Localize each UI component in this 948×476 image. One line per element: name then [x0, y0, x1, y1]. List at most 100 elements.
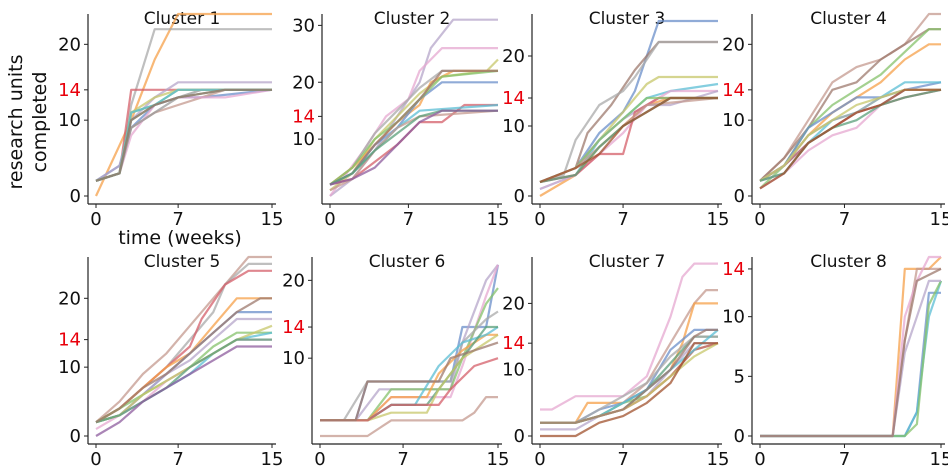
subplot-title: Cluster 5 [144, 252, 221, 272]
series-line-9 [759, 88, 942, 182]
y-tick-label: 30 [292, 15, 315, 36]
series-line-6 [759, 81, 941, 182]
series-line-11 [95, 338, 272, 424]
x-tick-label: 0 [534, 209, 545, 230]
subplot-title: Cluster 8 [810, 252, 887, 272]
subplot-title: Cluster 7 [589, 252, 666, 272]
series-line-1 [95, 255, 272, 424]
subplot-8: Cluster 8 0 7 15 0 5 10 14 [722, 252, 948, 470]
series-line-11 [320, 341, 499, 422]
series-line-8 [329, 103, 499, 186]
y-tick-label: 10 [58, 357, 81, 378]
series-line-10 [759, 88, 941, 182]
series-line-13 [95, 345, 272, 437]
x-tick-label: 15 [487, 449, 510, 470]
series-line-8 [759, 88, 941, 182]
series-line-8 [540, 342, 718, 431]
series-line-13 [95, 88, 272, 182]
subplot-title: Cluster 2 [374, 9, 451, 29]
series-line-13 [329, 109, 498, 186]
x-tick-label: 7 [397, 449, 408, 470]
series-line-1 [540, 262, 718, 411]
series-line-5 [759, 81, 942, 182]
series-line-2 [759, 28, 941, 182]
y-tick-label: 0 [514, 186, 525, 207]
series-line-12 [329, 109, 498, 186]
subplot-title: Cluster 3 [589, 9, 666, 29]
y-tick-label: 10 [282, 348, 305, 369]
series-line-8 [760, 267, 942, 438]
x-tick-label: 0 [754, 209, 765, 230]
y-tick-label: 10 [502, 360, 525, 381]
y-tick-label: 20 [58, 34, 81, 55]
series-line-7 [329, 103, 498, 186]
series-line-13 [759, 88, 941, 190]
y-tick-label: 0 [734, 186, 745, 207]
y-tick-label: 20 [502, 293, 525, 314]
y-tick-label: 14 [58, 80, 81, 101]
subplot-title: Cluster 4 [810, 9, 887, 29]
subplot-4: Cluster 4 0 7 15 0 10 14 20 [722, 9, 948, 230]
y-tick-label: 20 [292, 72, 315, 93]
series-line-4 [760, 291, 941, 438]
ylabel-line-2: completed [29, 72, 51, 173]
series-line-12 [759, 88, 942, 182]
x-tick-label: 15 [707, 209, 730, 230]
y-tick-label: 10 [502, 116, 525, 137]
y-tick-label: 10 [722, 110, 745, 131]
series-line-12 [95, 297, 272, 424]
series-line-13 [539, 96, 718, 184]
y-tick-label: 14 [292, 106, 315, 127]
y-tick-label: 20 [282, 270, 305, 291]
series-line-4 [320, 287, 499, 422]
y-tick-label: 0 [734, 426, 745, 447]
series-line-7 [540, 342, 719, 424]
series-line-5 [760, 280, 943, 438]
y-tick-label: 5 [734, 366, 745, 387]
x-tick-label: 7 [617, 449, 628, 470]
subplot-7: Cluster 7 0 7 15 0 10 14 20 [502, 252, 729, 470]
series-line-3 [539, 40, 718, 184]
x-tick-label: 15 [261, 449, 284, 470]
x-tick-label: 7 [839, 209, 850, 230]
y-tick-label: 14 [282, 317, 305, 338]
x-tick-label: 7 [172, 449, 183, 470]
x-tick-label: 0 [90, 209, 101, 230]
series-line-1 [759, 12, 941, 182]
x-tick-label: 15 [487, 209, 510, 230]
x-tick-label: 15 [707, 449, 730, 470]
x-tick-label: 7 [839, 449, 850, 470]
series-line-4 [95, 297, 272, 424]
subplot-1: Cluster 1 0 7 15 0 10 14 20 [58, 9, 283, 230]
series-line-13 [540, 342, 718, 438]
x-tick-label: 0 [324, 209, 335, 230]
series-line-6 [760, 280, 942, 438]
y-tick-label: 14 [722, 80, 745, 101]
series-line-4 [540, 328, 718, 424]
series-line-9 [540, 342, 719, 424]
x-tick-label: 7 [403, 209, 414, 230]
subplot-title: Cluster 6 [369, 252, 446, 272]
x-tick-label: 0 [90, 449, 101, 470]
series-line-7 [760, 279, 941, 438]
y-tick-label: 0 [70, 426, 81, 447]
x-tick-label: 15 [930, 449, 948, 470]
y-tick-label: 14 [502, 88, 525, 109]
x-tick-label: 7 [172, 209, 183, 230]
y-tick-label: 14 [722, 259, 745, 280]
subplot-5: Cluster 5 0 7 15 0 10 14 20 [58, 252, 283, 470]
x-tick-label: 0 [754, 449, 765, 470]
y-tick-label: 20 [58, 288, 81, 309]
y-tick-label: 14 [502, 333, 525, 354]
subplot-6: Cluster 6 0 7 15 10 14 20 [282, 252, 509, 470]
series-line-12 [320, 396, 498, 438]
x-tick-label: 0 [314, 449, 325, 470]
series-line-12 [540, 328, 718, 424]
x-tick-label: 15 [261, 209, 284, 230]
series-line-2 [539, 40, 718, 184]
series-line-1 [95, 12, 272, 197]
series-line-11 [759, 88, 941, 182]
y-tick-label: 20 [722, 34, 745, 55]
subplot-3: Cluster 3 0 7 15 0 10 14 20 [502, 9, 729, 230]
